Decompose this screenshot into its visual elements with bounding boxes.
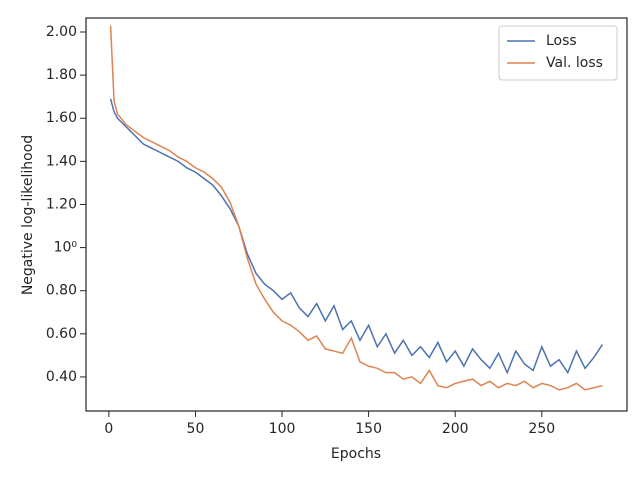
- legend-label: Loss: [546, 33, 577, 49]
- y-tick-label: 2.00: [46, 24, 77, 40]
- y-tick-label: 1.80: [46, 67, 77, 83]
- x-tick-label: 100: [269, 421, 296, 437]
- x-tick-label: 0: [104, 421, 113, 437]
- x-axis-label: Epochs: [331, 446, 381, 462]
- plot-frame: [85, 17, 628, 412]
- y-tick-label: 1.60: [46, 110, 77, 126]
- y-tick-label: 10⁰: [54, 240, 78, 256]
- x-tick-label: 50: [187, 421, 205, 437]
- legend-box: [498, 25, 618, 81]
- y-tick-label: 0.40: [46, 369, 77, 385]
- x-tick-label: 250: [528, 421, 555, 437]
- line: [109, 25, 603, 391]
- x-tick-label: 200: [442, 421, 469, 437]
- legend-label: Val. loss: [546, 55, 603, 71]
- line: [109, 98, 604, 375]
- y-tick-label: 1.20: [46, 196, 77, 212]
- y-tick-label: 0.80: [46, 283, 77, 299]
- y-tick-label: 0.60: [46, 326, 77, 342]
- y-axis-label: Negative log-likelihood: [20, 135, 36, 295]
- y-tick-label: 1.40: [46, 153, 77, 169]
- x-tick-label: 150: [355, 421, 382, 437]
